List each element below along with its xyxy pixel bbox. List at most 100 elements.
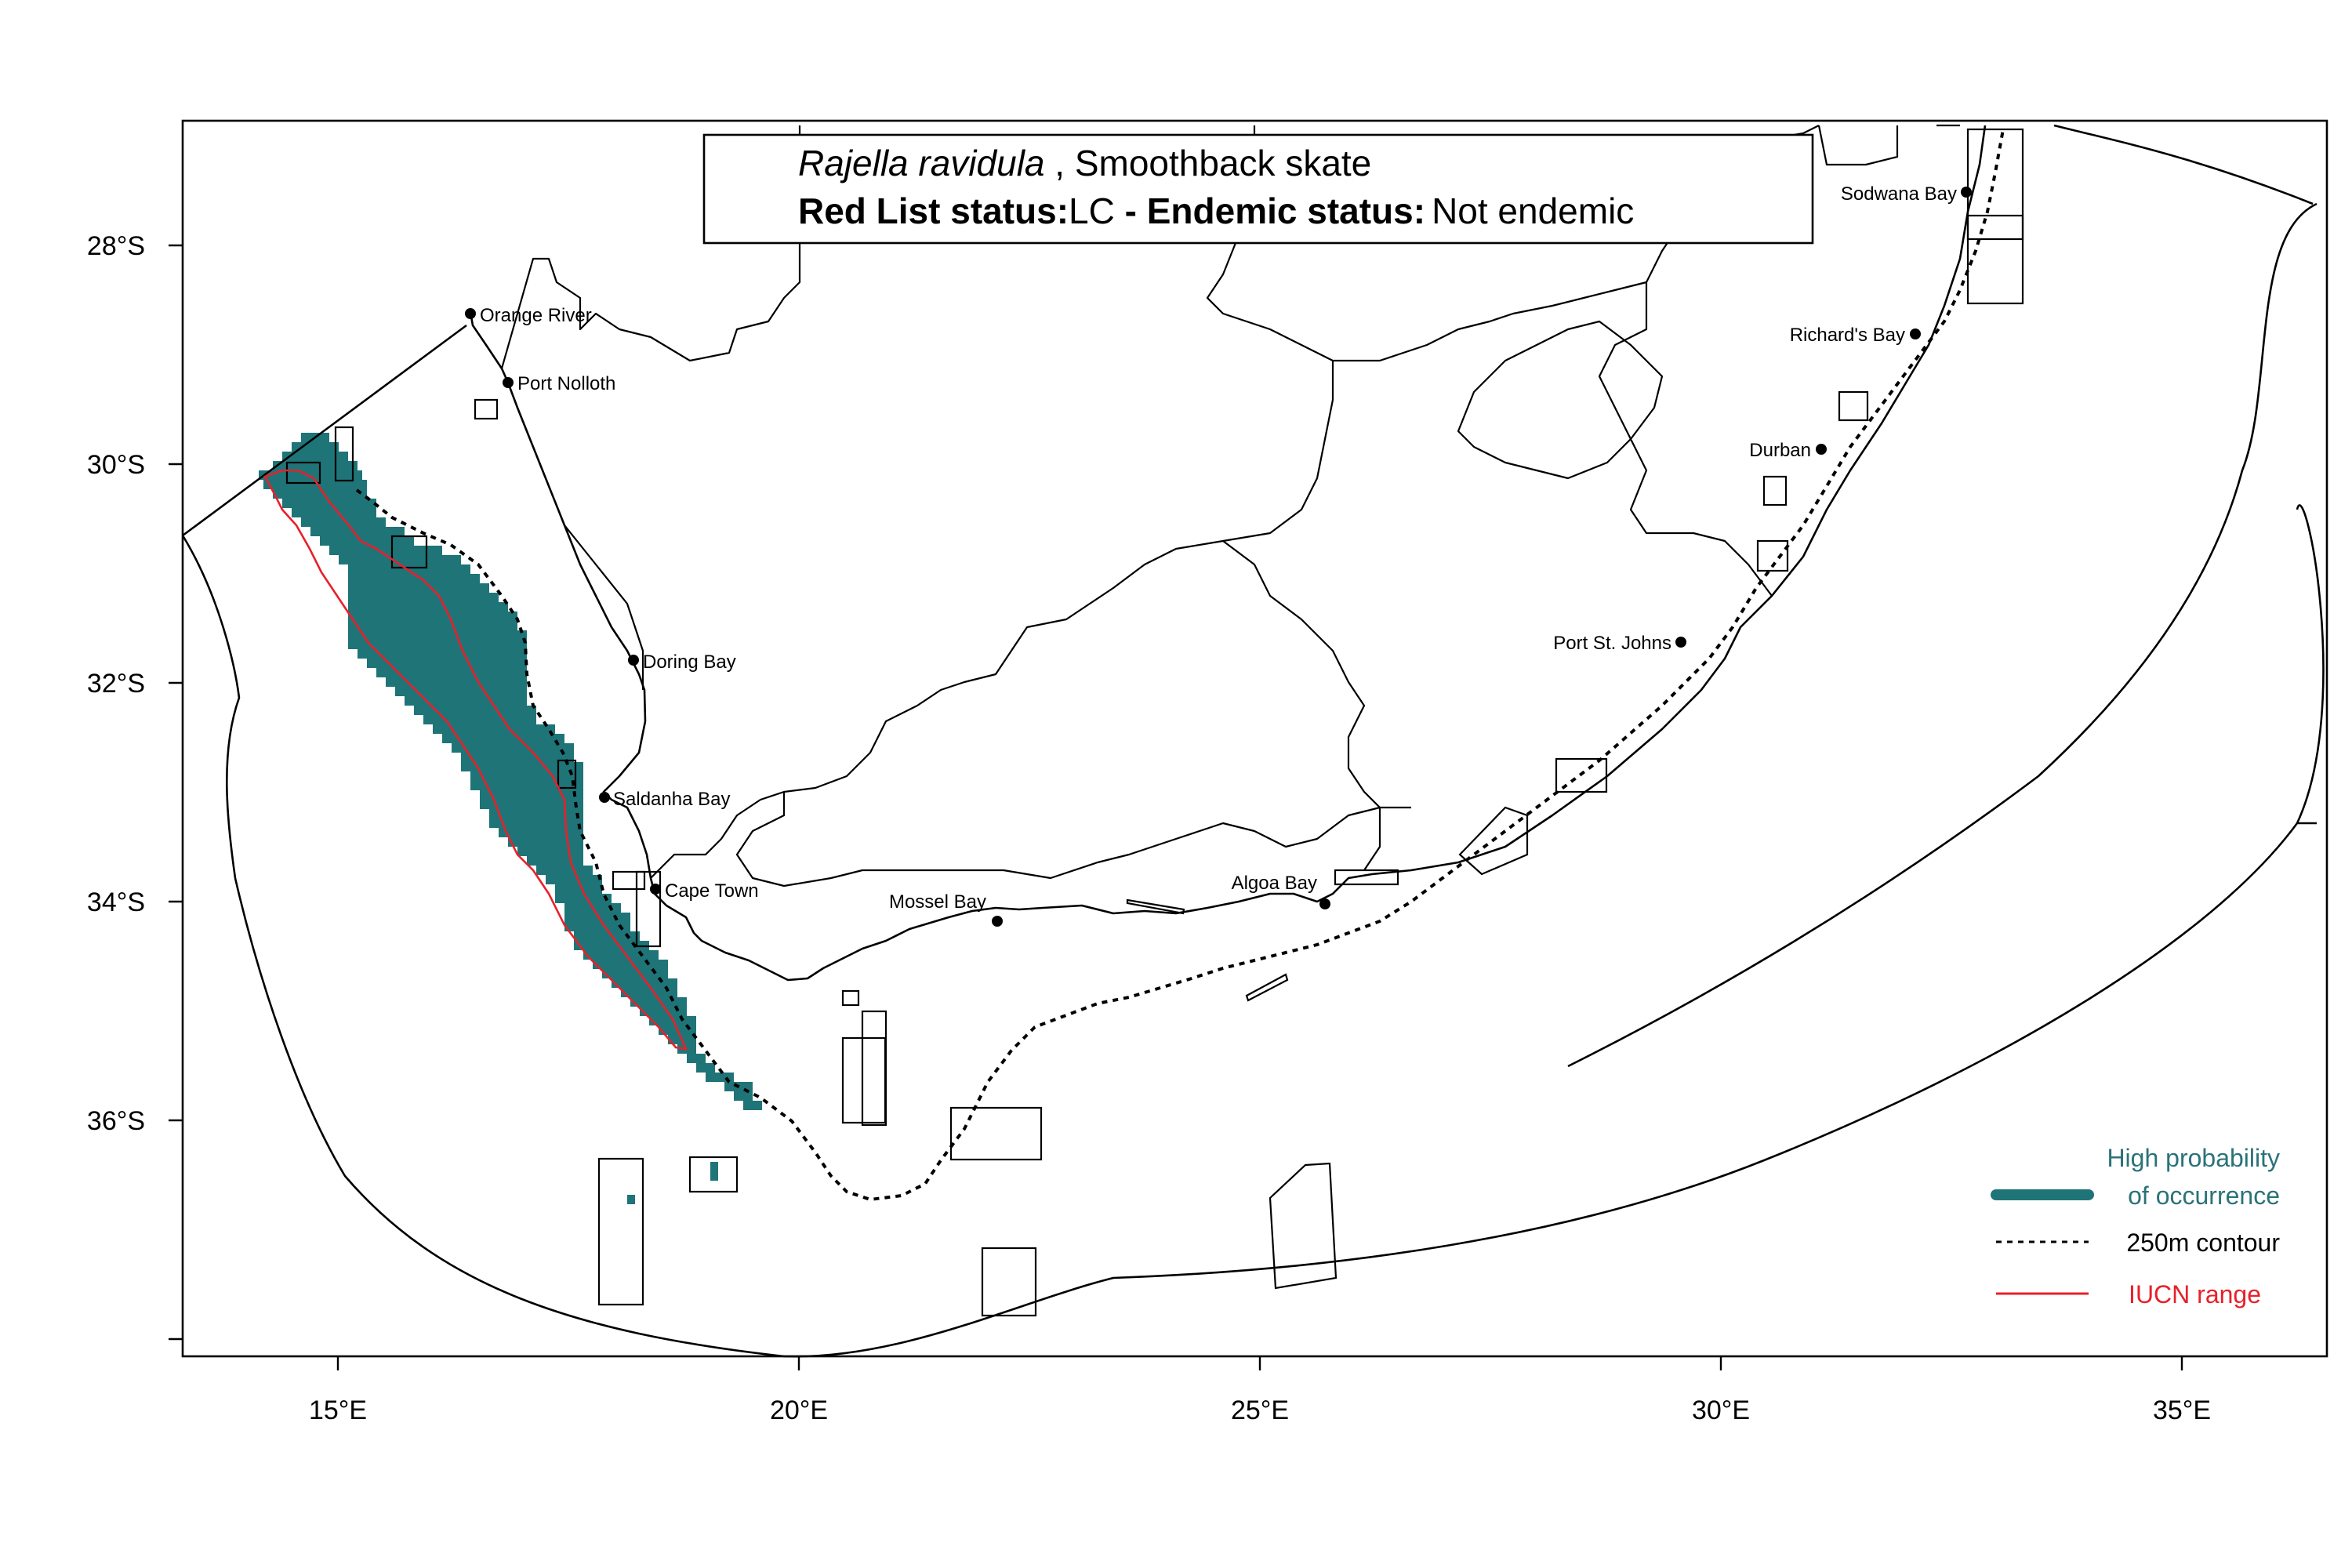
occurrence-cell [423, 715, 536, 724]
occurrence-cell [442, 734, 564, 743]
occurrence-cell [640, 1007, 687, 1016]
occurrence-cell [452, 743, 574, 753]
town-algoa-bay: Algoa Bay [1232, 873, 1317, 894]
occurrence-cell [621, 988, 677, 997]
occurrence-cell [734, 1091, 753, 1101]
occurrence-cell [320, 536, 414, 546]
town-port-nolloth: Port Nolloth [517, 373, 615, 394]
occurrence-cell [301, 517, 386, 527]
mpa-boxes [285, 128, 2024, 1317]
title-box [702, 133, 1814, 245]
endemic-label: - Endemic status: [1115, 191, 1425, 231]
occurrence-cell [583, 950, 659, 960]
occurrence-cell [348, 564, 470, 574]
town-sodwana-bay: Sodwana Bay [1841, 183, 1957, 205]
x-tick-30e: 30°E [1692, 1396, 1750, 1425]
town-mossel-bay: Mossel Bay [889, 891, 986, 913]
occurrence-cell [574, 941, 649, 950]
coastline [469, 125, 1987, 982]
plot-frame [181, 119, 2328, 1358]
occurrence-cell [292, 442, 339, 452]
town-saldanha-bay: Saldanha Bay [613, 789, 730, 810]
occurrence-cell [555, 884, 602, 894]
occurrence-cell [348, 621, 517, 630]
legend-contour-label: 250m contour [2126, 1229, 2280, 1257]
legend-occurrence-line2: of occurrence [2128, 1181, 2280, 1210]
occurrence-cell [555, 894, 612, 903]
title-species: Rajella ravidula , Smoothback skate [798, 143, 1371, 183]
occurrence-cell [696, 1063, 715, 1073]
town-port-st-johns: Port St. Johns [1553, 633, 1671, 654]
occurrence-cell [489, 809, 583, 818]
occurrence-cell [461, 762, 583, 771]
occurrence-cell [564, 922, 630, 931]
redlist-value: LC [1069, 191, 1115, 231]
occurrence-cell [348, 593, 499, 602]
occurrence-cell [710, 1171, 718, 1181]
title-status: Red List status:LC - Endemic status: Not … [798, 191, 1634, 231]
occurrence-cell [564, 913, 630, 922]
species-scientific-name: Rajella ravidula [798, 143, 1045, 183]
y-axis-ticks [169, 244, 183, 1341]
occurrence-cell [499, 828, 583, 837]
y-tick-34s: 34°S [87, 887, 145, 917]
x-tick-35e: 35°E [2153, 1396, 2211, 1425]
occurrence-cell [433, 724, 555, 734]
occurrence-cell [376, 668, 527, 677]
occurrence-cell [386, 677, 527, 687]
occurrence-cell [348, 612, 517, 621]
occurrence-cell [593, 960, 668, 969]
x-tick-15e: 15°E [309, 1396, 367, 1425]
occurrence-cell [292, 508, 376, 517]
x-axis-ticks [336, 1356, 2183, 1370]
y-tick-30s: 30°S [87, 450, 145, 480]
town-markers [465, 187, 1972, 927]
occurrence-cell [405, 696, 527, 706]
y-tick-32s: 32°S [87, 669, 145, 699]
town-doring-bay: Doring Bay [643, 652, 736, 673]
occurrence-cell [536, 866, 593, 875]
species-common-name: , Smoothback skate [1045, 143, 1372, 183]
occurrence-cell [348, 630, 527, 640]
occurrence-cell [310, 527, 405, 536]
contour-250m [355, 129, 2005, 1202]
redlist-label: Red List status: [798, 191, 1069, 231]
occurrence-cell [470, 781, 583, 790]
occurrence-cell [348, 602, 508, 612]
occurrence-cell [687, 1054, 706, 1063]
occurrence-cell [348, 583, 489, 593]
occurrence-cell [574, 931, 640, 941]
occurrence-cells [259, 433, 762, 1204]
occurrence-cell [480, 800, 583, 809]
occurrence-cell [480, 790, 583, 800]
occurrence-cell [348, 640, 527, 649]
occurrence-cell [627, 1195, 635, 1204]
iucn-range [263, 469, 688, 1051]
legend-iucn-label: IUCN range [2129, 1280, 2261, 1308]
occurrence-cell [348, 574, 480, 583]
occurrence-cell [489, 818, 583, 828]
occurrence-cell [282, 452, 348, 461]
occurrence-cell [414, 706, 536, 715]
occurrence-cell [395, 687, 527, 696]
occurrence-cell [367, 659, 527, 668]
y-tick-28s: 28°S [87, 231, 145, 261]
occurrence-cell [259, 470, 362, 480]
x-tick-25e: 25°E [1231, 1396, 1289, 1425]
occurrence-cell [743, 1101, 762, 1110]
occurrence-cell [329, 546, 442, 555]
occurrence-cell [339, 555, 461, 564]
town-orange-river: Orange River [480, 305, 592, 326]
legend-occurrence-line1: High probability [2107, 1144, 2280, 1172]
y-tick-36s: 36°S [87, 1106, 145, 1136]
endemic-value: Not endemic [1432, 191, 1634, 231]
occurrence-cell [508, 837, 583, 847]
occurrence-cell [546, 875, 602, 884]
town-durban: Durban [1749, 440, 1811, 461]
town-richards-bay: Richard's Bay [1790, 325, 1905, 346]
occurrence-cell [602, 969, 668, 978]
occurrence-cell [517, 847, 583, 856]
occurrence-cell [710, 1162, 718, 1171]
town-cape-town: Cape Town [665, 880, 759, 902]
